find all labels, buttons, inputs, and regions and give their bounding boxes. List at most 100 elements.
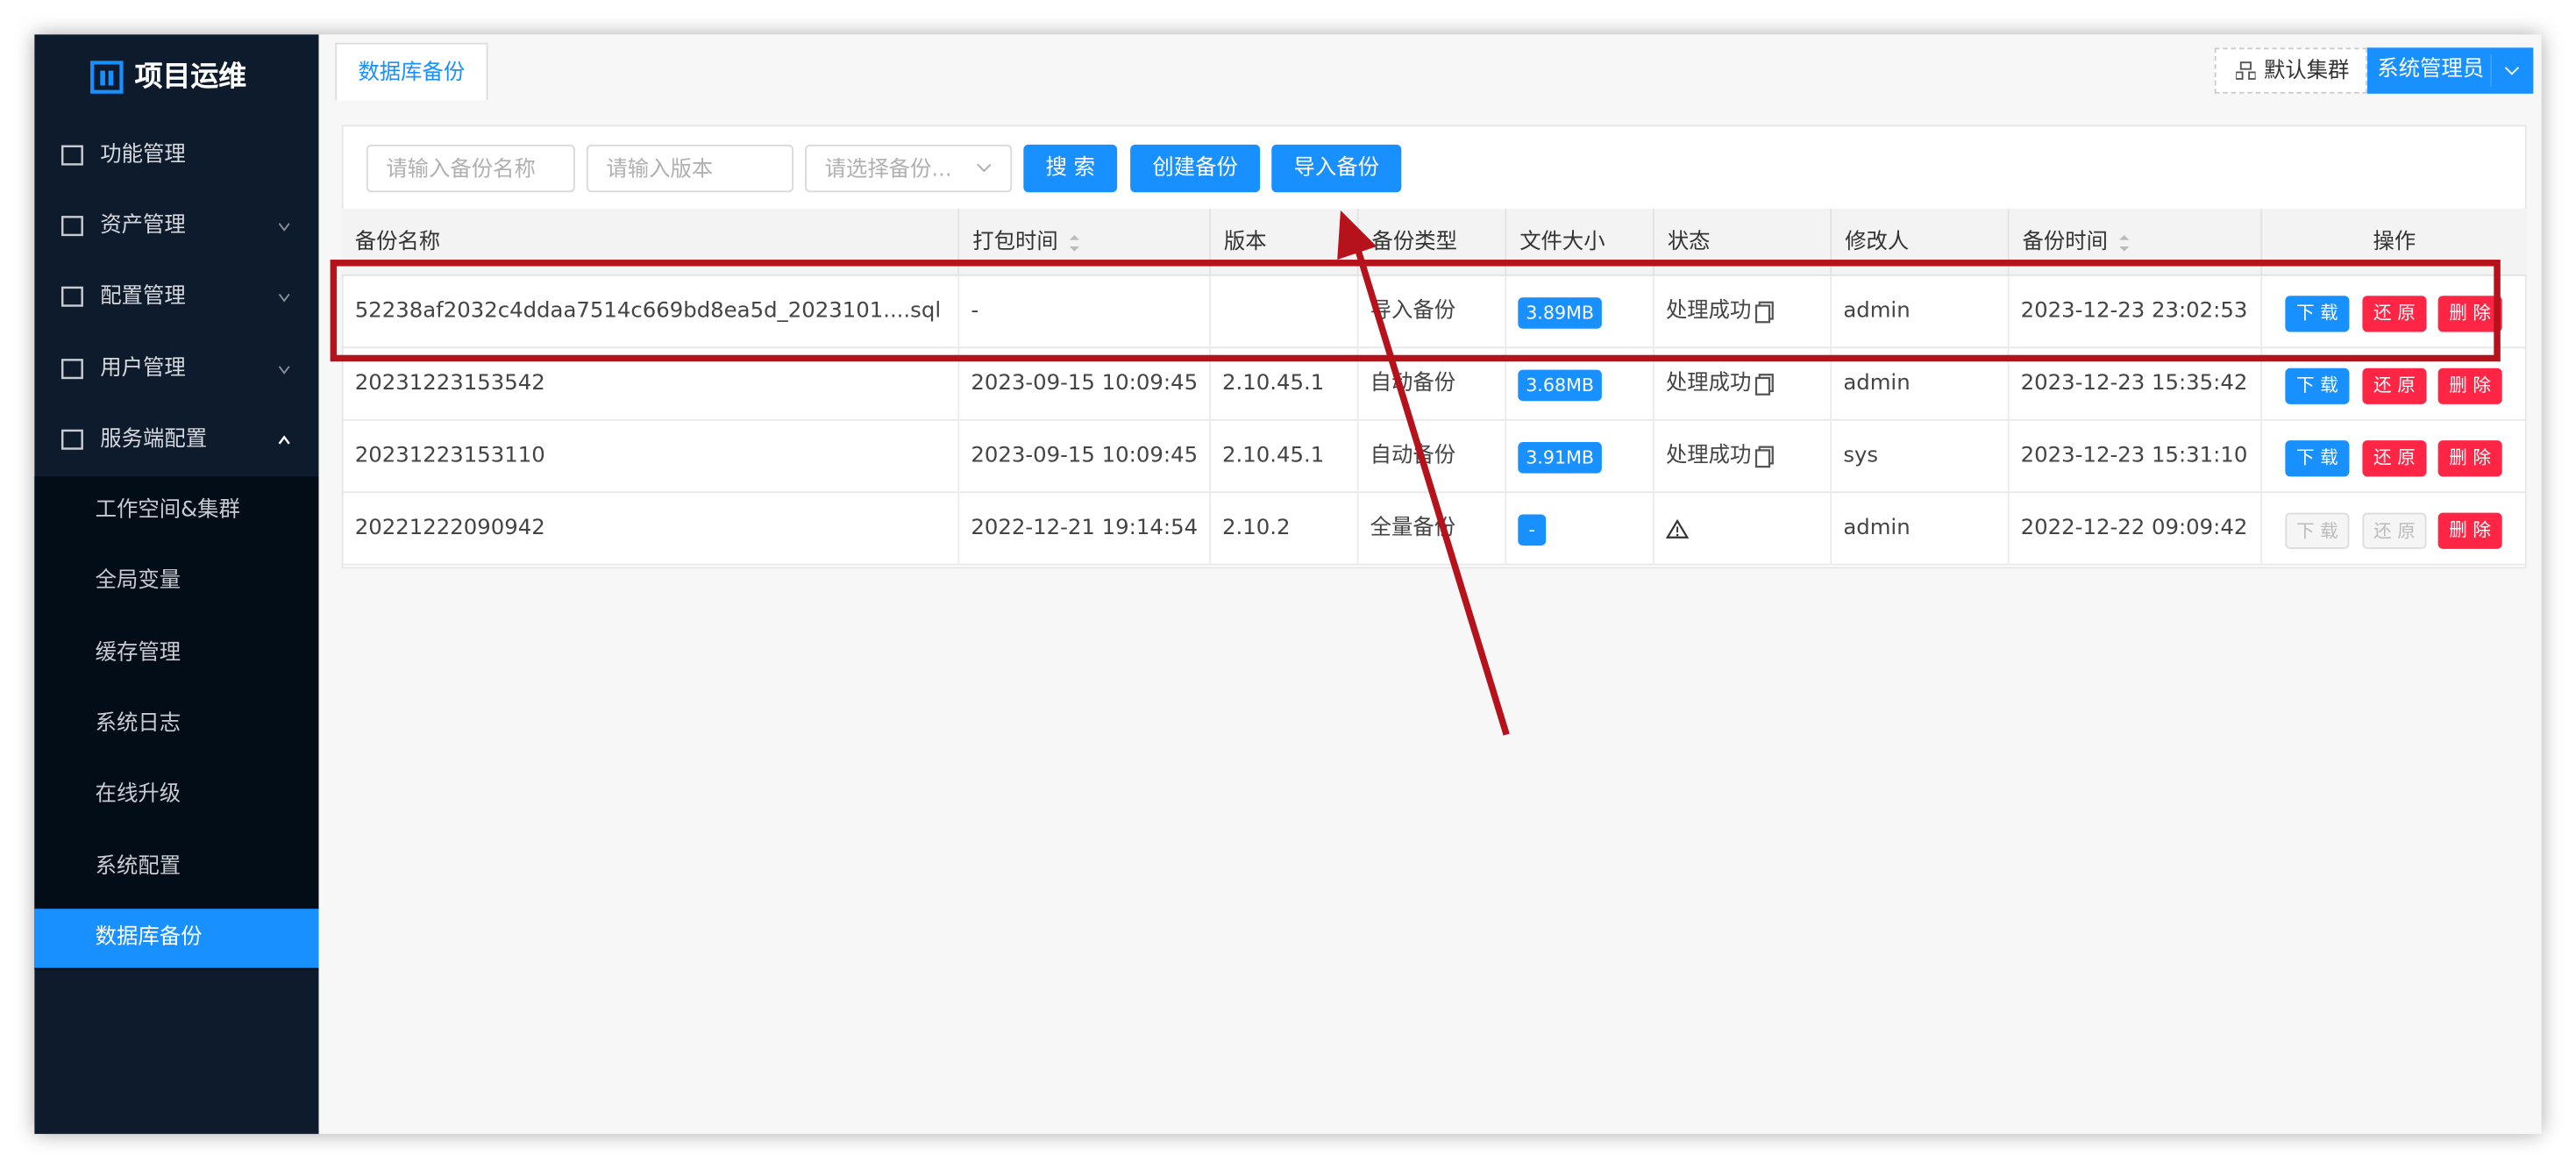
cell-divider	[2007, 275, 2010, 349]
cell-text: 2.10.45.1	[1222, 371, 1325, 396]
action-button[interactable]: 还 原	[2362, 296, 2427, 332]
cell-text: 自动备份	[1370, 443, 1456, 469]
cell-divider	[2260, 348, 2263, 421]
warning-icon	[1665, 519, 1690, 539]
sort-icon	[2119, 234, 2130, 252]
cell-divider	[957, 493, 960, 566]
cell-divider	[957, 420, 960, 494]
action-button[interactable]: 还 原	[2362, 367, 2427, 404]
cell-text: admin	[1843, 299, 1911, 325]
toolbar-button[interactable]: 导入备份	[1271, 144, 1402, 193]
text-input[interactable]: 请输入备份名称	[366, 144, 575, 193]
submenu-item[interactable]: 工作空间&集群	[95, 497, 240, 523]
sort-icon	[1069, 234, 1080, 252]
copy-icon	[1754, 301, 1774, 324]
submenu-bg	[34, 476, 319, 970]
cell-divider	[1209, 420, 1211, 494]
cell-divider	[1830, 348, 1832, 421]
cell-text: 20231223153542	[354, 371, 545, 396]
size-badge: 3.68MB	[1518, 369, 1602, 402]
cell-divider	[1652, 493, 1654, 566]
submenu-item[interactable]: 在线升级	[95, 781, 181, 807]
cell-divider	[2260, 275, 2263, 349]
tab[interactable]: 数据库备份	[335, 42, 488, 101]
highlight-box	[330, 260, 2501, 362]
submenu-item[interactable]: 缓存管理	[95, 640, 181, 666]
cell-text: 处理成功	[1665, 299, 1752, 325]
action-button[interactable]: 下 载	[2285, 440, 2350, 477]
cell-text: 2.10.2	[1222, 516, 1291, 541]
action-button[interactable]: 删 除	[2437, 367, 2502, 404]
action-button[interactable]: 还 原	[2362, 440, 2427, 477]
cell-divider	[2007, 493, 2010, 566]
menu-icon	[60, 145, 83, 166]
action-button[interactable]: 删 除	[2437, 512, 2502, 549]
menu-chevron	[278, 223, 290, 232]
size-badge: 3.89MB	[1518, 297, 1602, 329]
cell-divider	[1209, 493, 1211, 566]
column-header: 文件大小	[1505, 208, 1653, 276]
submenu-item[interactable]: 系统日志	[95, 711, 181, 737]
cell-divider	[2260, 420, 2263, 494]
toolbar-button[interactable]: 搜 索	[1023, 144, 1118, 193]
cell-text: 2023-09-15 10:09:45	[971, 371, 1199, 396]
menu-item[interactable]: 配置管理	[100, 284, 186, 310]
cell-divider	[1356, 420, 1359, 494]
cell-divider	[1209, 348, 1211, 421]
cell-divider	[1356, 348, 1359, 421]
table-row	[341, 276, 2527, 349]
menu-item[interactable]: 功能管理	[100, 143, 186, 168]
cell-divider	[957, 275, 960, 349]
user-dropdown	[2490, 54, 2520, 88]
column-header: 状态	[1652, 208, 1830, 276]
submenu-item[interactable]: 系统配置	[95, 854, 181, 880]
menu-item[interactable]: 用户管理	[100, 356, 186, 382]
cell-divider	[1652, 348, 1654, 421]
menu-chevron	[278, 293, 290, 303]
cell-divider	[1356, 275, 1359, 349]
cell-text: 导入备份	[1370, 299, 1456, 325]
action-button[interactable]: 删 除	[2437, 440, 2502, 477]
cell-divider	[1356, 493, 1359, 566]
submenu-item[interactable]: 数据库备份	[95, 924, 203, 951]
menu-item[interactable]: 资产管理	[100, 213, 186, 239]
cell-text: 52238af2032c4ddaa7514c669bd8ea5d_2023101…	[354, 299, 942, 325]
action-button[interactable]: 删 除	[2437, 296, 2502, 332]
cell-text: 20221222090942	[354, 516, 545, 541]
menu-icon	[60, 216, 83, 237]
text-input[interactable]: 请选择备份...	[805, 144, 1013, 193]
cell-text: 20231223153110	[354, 443, 545, 469]
submenu-item[interactable]: 全局变量	[95, 568, 181, 594]
cell-text: 2022-12-21 19:14:54	[971, 516, 1199, 541]
cell-divider	[1505, 493, 1507, 566]
user-button[interactable]: 系统管理员	[2367, 47, 2534, 94]
cell-text: 2023-09-15 10:09:45	[971, 443, 1199, 469]
menu-chevron	[278, 366, 290, 375]
text-input[interactable]: 请输入版本	[586, 144, 794, 193]
menu-item[interactable]: 服务端配置	[100, 427, 208, 453]
action-button[interactable]: 下 载	[2285, 367, 2350, 404]
cluster-button[interactable]: 默认集群	[2214, 47, 2368, 94]
cell-divider	[1830, 275, 1832, 349]
toolbar-button[interactable]: 创建备份	[1130, 144, 1261, 193]
cell-divider	[1505, 348, 1507, 421]
action-button: 还 原	[2362, 512, 2427, 549]
action-button: 下 载	[2285, 512, 2350, 549]
cell-text: 处理成功	[1665, 371, 1752, 396]
logo-text: 项目运维	[134, 61, 247, 94]
cell-divider	[2007, 420, 2010, 494]
cell-text: 2023-12-23 23:02:53	[2020, 299, 2248, 325]
size-badge: 3.91MB	[1518, 442, 1602, 474]
cell-text: 2023-12-23 15:35:42	[2020, 371, 2248, 396]
menu-icon	[60, 286, 83, 307]
cell-divider	[1209, 275, 1211, 349]
column-header: 修改人	[1830, 208, 2007, 276]
cell-text: -	[971, 299, 979, 325]
copy-icon	[1754, 374, 1774, 396]
action-button[interactable]: 下 载	[2285, 296, 2350, 332]
cell-text: 2022-12-22 09:09:42	[2020, 516, 2248, 541]
column-header: 备份时间	[2007, 208, 2261, 276]
